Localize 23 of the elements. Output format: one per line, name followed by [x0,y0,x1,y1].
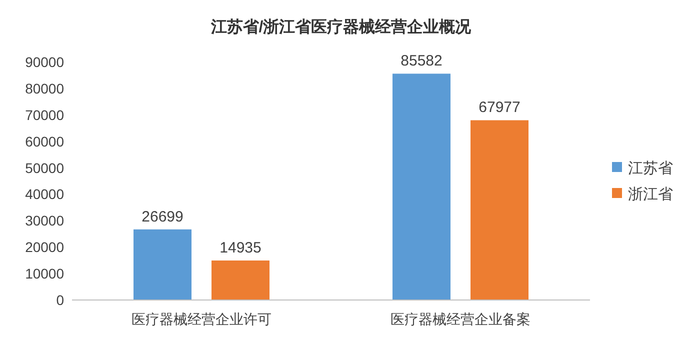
data-label: 67977 [478,99,520,116]
y-tick-label: 20000 [25,239,64,256]
bar [392,74,450,300]
bar [470,120,528,300]
y-tick-label: 30000 [25,212,64,229]
x-tick-label: 医疗器械经营企业备案 [390,311,530,327]
bar [134,229,192,300]
bar [212,260,270,300]
y-tick-label: 60000 [25,133,64,150]
data-label: 14935 [220,240,262,257]
y-tick-label: 50000 [25,160,64,176]
y-tick-label: 90000 [25,54,64,70]
data-label: 26699 [142,208,184,226]
y-tick-label: 70000 [25,106,64,123]
legend-label: 浙江省 [628,186,673,203]
legend-label: 江苏省 [628,160,673,177]
data-label: 85582 [400,52,442,70]
y-tick-label: 40000 [25,186,64,202]
y-tick-label: 80000 [25,80,64,96]
y-tick-label: 10000 [25,266,64,282]
y-tick-label: 0 [56,292,64,308]
chart-title: 江苏省/浙江省医疗器械经营企业概况 [210,18,472,36]
x-tick-label: 医疗器械经营企业许可 [132,311,272,327]
